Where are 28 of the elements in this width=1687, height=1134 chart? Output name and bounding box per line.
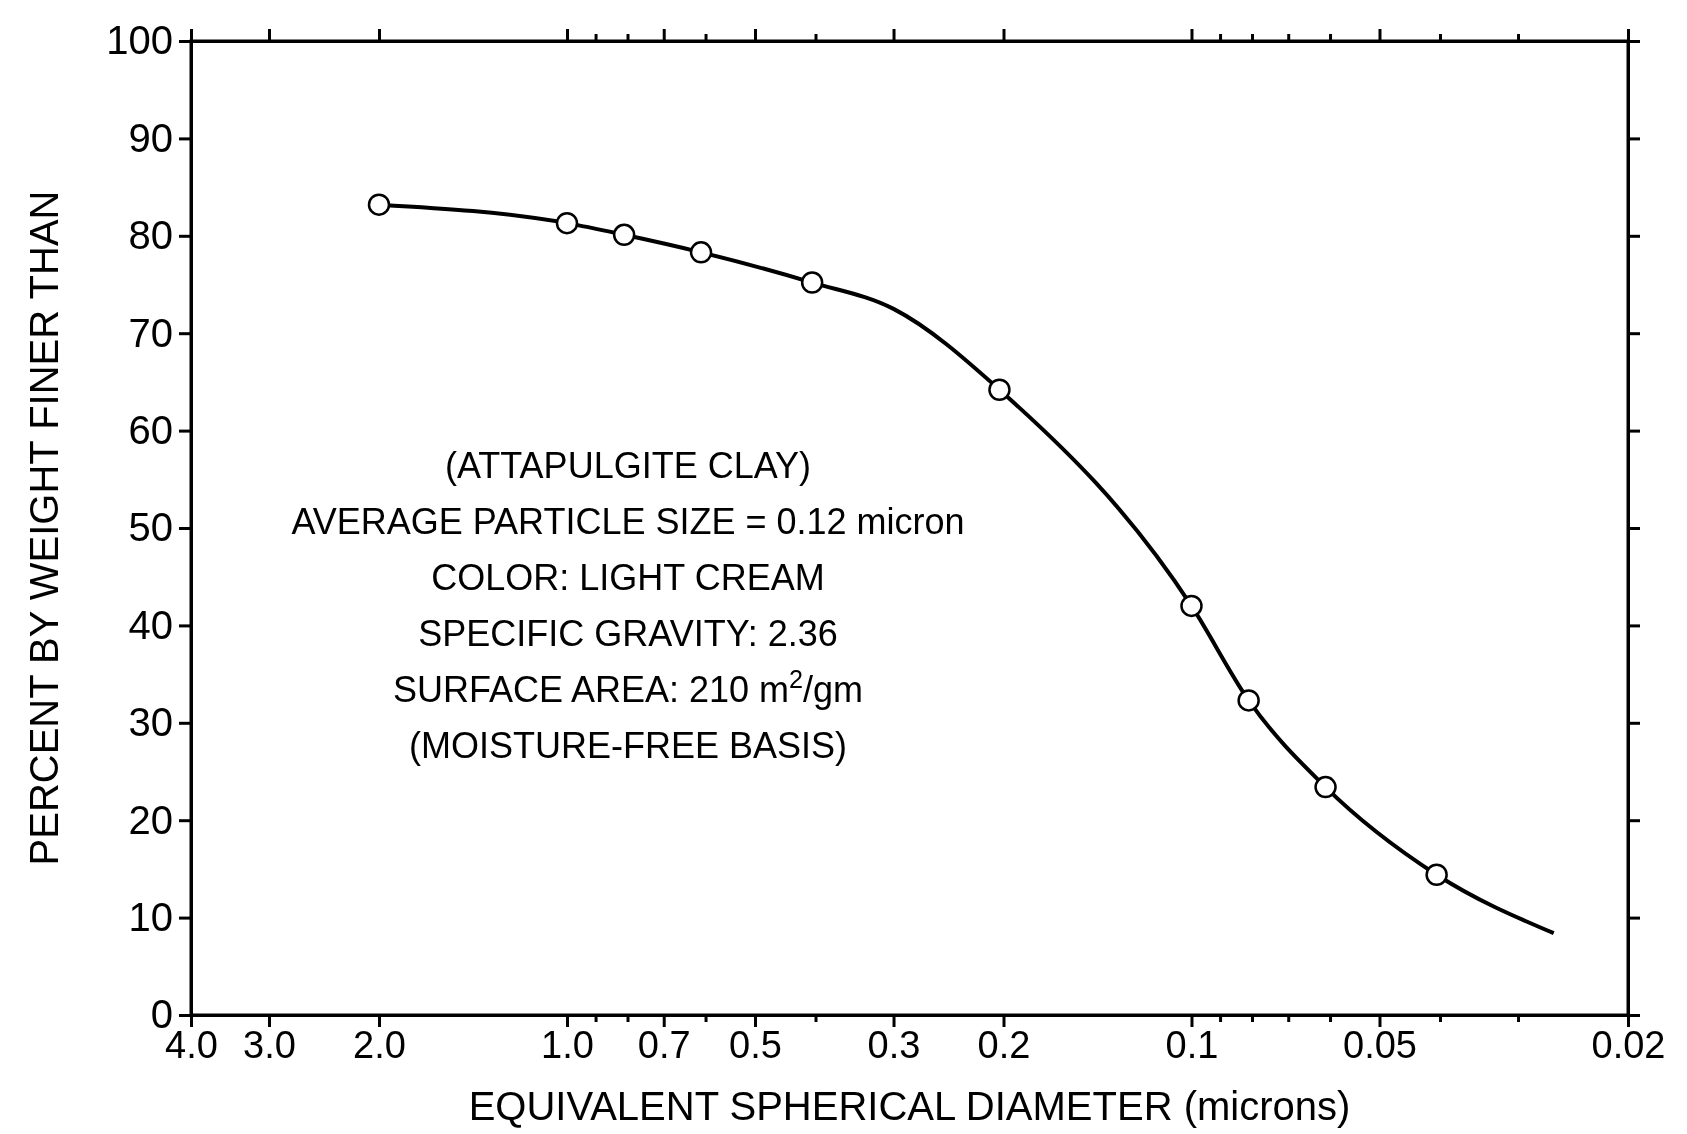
y-tick-label: 30 [128, 700, 173, 745]
x-tick-label: 0.2 [977, 1023, 1031, 1066]
x-tick-label: 0.1 [1165, 1023, 1219, 1066]
annotation: (ATTAPULGITE CLAY) [444, 445, 812, 486]
x-tick-label: 0.5 [729, 1023, 782, 1066]
annotation: SURFACE AREA: 210 m$^{2}$/gm [392, 665, 864, 710]
y-tick-label: 10 [128, 894, 173, 939]
annotation: (MOISTURE-FREE BASIS) [408, 725, 848, 766]
y-tick-label: 90 [128, 115, 173, 160]
y-axis-title: PERCENT BY WEIGHT FINER THAN [22, 190, 66, 866]
x-tick-label: 0.3 [867, 1023, 921, 1066]
y-tick-label: 40 [128, 602, 173, 647]
y-tick-label: 20 [128, 797, 173, 842]
x-tick-label: 0.02 [1591, 1023, 1666, 1066]
y-tick-label: 50 [128, 505, 173, 550]
y-tick-label: 70 [128, 310, 173, 355]
y-tick-label: 60 [128, 407, 173, 452]
x-tick-label: 1.0 [541, 1023, 594, 1066]
annotation: AVERAGE PARTICLE SIZE = 0.12 micron [291, 501, 965, 542]
x-tick-label: 2.0 [353, 1023, 406, 1066]
x-tick-label: 0.7 [637, 1023, 691, 1066]
x-tick-label: 3.0 [243, 1023, 296, 1066]
annotation: SPECIFIC GRAVITY: 2.36 [418, 613, 838, 654]
y-tick-label: 100 [106, 18, 173, 63]
y-tick-label: 80 [128, 213, 173, 258]
x-axis-title: EQUIVALENT SPHERICAL DIAMETER (microns) [468, 1084, 1351, 1128]
annotation: COLOR: LIGHT CREAM [431, 557, 825, 598]
x-tick-label: 0.05 [1343, 1023, 1417, 1066]
